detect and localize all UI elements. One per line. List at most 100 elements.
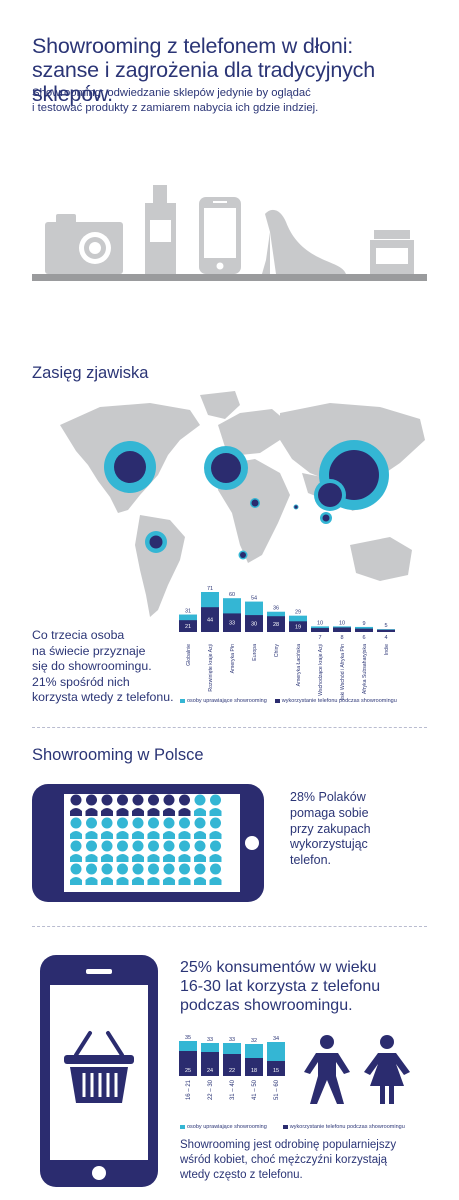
- legend2-label-showrooming: osoby uprawiające showrooming: [187, 1124, 267, 1130]
- person-icon: [178, 794, 191, 816]
- chart2-bar-phone: [201, 1052, 219, 1076]
- chart1-category-label: Indie: [384, 644, 390, 655]
- chart1-bar-phone: [223, 613, 241, 632]
- camera-icon: [45, 214, 123, 274]
- person-icon: [101, 863, 113, 885]
- chart1-label-showrooming: 9: [362, 621, 365, 627]
- section-divider: [32, 727, 427, 728]
- chart1-label-phone: 33: [229, 621, 235, 627]
- person-icon: [116, 840, 129, 862]
- chart1-label-showrooming: 29: [295, 610, 301, 616]
- chart1-label-phone: 4: [384, 635, 387, 641]
- chart2-label-showrooming: 34: [273, 1036, 279, 1042]
- subtitle-line-1: Showrooming: odwiedzanie sklepów jedynie…: [32, 87, 311, 99]
- person-icon: [116, 863, 129, 885]
- man-icon: [304, 1035, 350, 1104]
- person-icon: [101, 840, 113, 862]
- person-icon: [163, 863, 175, 885]
- legend-swatch-phone: [274, 699, 280, 703]
- chart1-legend: osoby uprawiające showrooming wykorzysta…: [180, 698, 397, 704]
- poland-text-line-4: wykorzystując: [290, 837, 368, 852]
- vphone-speaker: [86, 969, 112, 974]
- person-icon: [147, 794, 160, 816]
- marker-se-asia-inner: [322, 514, 330, 522]
- person-icon: [70, 817, 82, 839]
- person-icon: [163, 817, 175, 839]
- person-icon: [85, 817, 98, 839]
- chart2-category-label: 31 – 40: [230, 1079, 236, 1100]
- chart2-category-label: 16 – 21: [186, 1079, 192, 1100]
- map-markers: [104, 440, 389, 560]
- chart1-category-label: Bliski Wschód i Afryka Płn: [340, 644, 346, 700]
- page-subtitle: Showrooming: odwiedzanie sklepów jedynie…: [32, 86, 442, 116]
- person-icon: [70, 863, 82, 885]
- person-icon: [85, 840, 98, 862]
- section-divider-2: [32, 926, 427, 927]
- chart1-label-phone: 6: [362, 635, 365, 641]
- woman-icon: [364, 1035, 410, 1104]
- person-icon: [132, 817, 144, 839]
- reach-caption-line-3: się do showroomingu.: [32, 659, 152, 673]
- global-showrooming-chart: 31 21 Globalnie 71 44 Rozwinięte kraje Azji 60…: [179, 586, 395, 700]
- perfume-bottle-icon: [145, 185, 176, 274]
- person-icon: [132, 840, 144, 862]
- person-icon: [147, 817, 160, 839]
- reach-section-title: Zasięg zjawiska: [32, 364, 149, 382]
- chart2-bar-phone: [245, 1058, 263, 1076]
- chart1-label-showrooming: 31: [185, 609, 191, 615]
- marker-china-inner: [318, 483, 342, 507]
- chart2-label-showrooming: 33: [207, 1037, 213, 1043]
- person-icon: [209, 863, 222, 885]
- marker-latin-america-inner: [149, 535, 163, 549]
- marker-india-inner: [294, 505, 298, 509]
- shopping-basket-icon: [64, 1031, 134, 1103]
- marker-north-america-inner: [114, 451, 146, 483]
- chart2-bar-phone: [223, 1054, 241, 1076]
- chart1-label-showrooming: 10: [317, 620, 323, 626]
- page-title: Showrooming z telefonem w dłoni: szanse …: [32, 34, 459, 106]
- marker-europe-inner: [211, 453, 241, 483]
- chart1-label-phone: 30: [251, 622, 257, 628]
- chart1-bar-phone: [333, 627, 351, 632]
- person-icon: [194, 817, 206, 839]
- chart2-label-showrooming: 35: [185, 1035, 191, 1041]
- chart1-bar-phone: [355, 628, 373, 632]
- title-line-1: Showrooming z telefonem w dłoni:: [32, 34, 354, 58]
- reach-caption-line-2: na świecie przyznaje: [32, 643, 146, 658]
- chart1-category-label: Europa: [252, 644, 258, 661]
- person-icon: [178, 840, 191, 862]
- chart2-bar-phone: [267, 1061, 285, 1076]
- age-bottom-line-2: wśród kobiet, choć mężczyźni korzystają: [180, 1154, 388, 1166]
- age-bottom-line-1: Showrooming jest odrobinę popularniejszy: [180, 1139, 397, 1151]
- person-icon: [132, 794, 144, 816]
- chart1-bar-phone: [311, 628, 329, 632]
- chart1-category-label: Wschodzące kraje Azji: [318, 644, 324, 696]
- person-icon: [147, 863, 160, 885]
- person-icon: [194, 863, 206, 885]
- age-headline: 25% konsumentów w wieku 16-30 lat korzys…: [180, 958, 380, 1015]
- legend-label-phone: wykorzystanie telefonu podczas showroomi…: [281, 698, 397, 704]
- chart1-label-phone: 21: [185, 624, 191, 630]
- reach-caption: Co trzecia osoba na świecie przyznaje si…: [32, 628, 182, 706]
- chart1-label-showrooming: 5: [384, 623, 387, 629]
- chart1-bar-phone: [289, 621, 307, 632]
- chart1-category-label: Rozwinięte kraje Azji: [208, 644, 214, 692]
- person-icon: [178, 863, 191, 885]
- age-headline-line-1: 25% konsumentów w wieku: [180, 959, 377, 976]
- vertical-phone-illustration: [40, 955, 158, 1187]
- person-icon: [101, 817, 113, 839]
- age-headline-line-3: podczas showroomingu.: [180, 997, 353, 1014]
- chart1-category-label: Ameryka Łacińska: [296, 644, 302, 686]
- legend-label-showrooming: osoby uprawiające showrooming: [187, 698, 267, 704]
- chart1-label-phone: 28: [273, 622, 279, 628]
- person-icon: [116, 794, 129, 816]
- person-icon: [132, 863, 144, 885]
- reach-caption-line-5: korzysta wtedy z telefonu.: [32, 690, 174, 704]
- chart1-category-label: Ameryka Płn: [230, 644, 236, 674]
- title-line-2: szanse i zagrożenia dla tradycyjnych skl…: [32, 58, 375, 106]
- poland-text-line-2: pomaga sobie: [290, 805, 369, 820]
- person-icon: [178, 817, 191, 839]
- chart1-label-showrooming: 71: [207, 586, 213, 592]
- chart1-bar-phone: [377, 629, 395, 632]
- chart1-category-label: Afryka Subsaharyjska: [362, 644, 368, 694]
